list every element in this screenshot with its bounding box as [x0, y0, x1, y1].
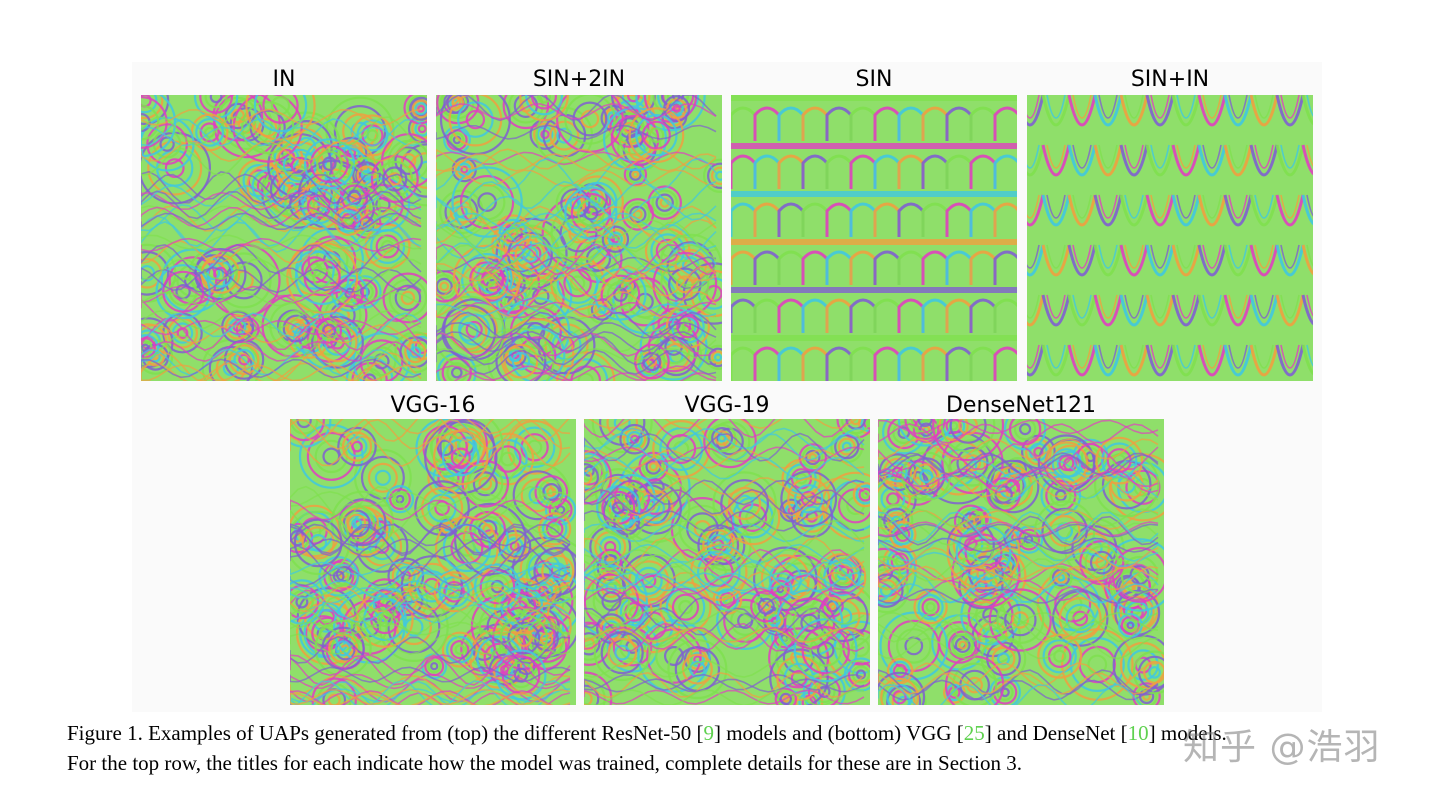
uap-image-sin-2in: [436, 95, 722, 381]
caption-text-1c: ] and DenseNet [: [984, 721, 1128, 745]
uap-image-vgg19: [584, 419, 870, 705]
uap-image-vgg16: [290, 419, 576, 705]
panel-title-sin-in: SIN+IN: [1130, 67, 1210, 92]
citation-link-9[interactable]: 9: [703, 721, 714, 745]
citation-link-10[interactable]: 10: [1127, 721, 1149, 745]
caption-text-1b: ] models and (bottom) VGG [: [713, 721, 964, 745]
caption-line-2: For the top row, the titles for each ind…: [67, 751, 1023, 775]
uap-image-densenet121: [878, 419, 1164, 705]
figure-caption: Figure 1. Examples of UAPs generated fro…: [67, 718, 1397, 778]
panel-title-vgg19: VGG-19: [684, 393, 770, 418]
watermark-text: 知乎 @浩羽: [1183, 727, 1381, 768]
caption-line-1: Figure 1. Examples of UAPs generated fro…: [67, 718, 1397, 748]
caption-text-1d: ] models.: [1148, 721, 1227, 745]
panel-title-sin-2in: SIN+2IN: [532, 67, 626, 92]
citation-link-25[interactable]: 25: [963, 721, 985, 745]
uap-image-sin-in: [1027, 95, 1313, 381]
uap-image-sin: [731, 95, 1017, 381]
caption-text-1a: Figure 1. Examples of UAPs generated fro…: [67, 721, 704, 745]
panel-title-sin: SIN: [855, 67, 893, 92]
uap-image-in: [141, 95, 427, 381]
panel-title-in: IN: [272, 67, 296, 92]
panel-title-densenet121: DenseNet121: [945, 393, 1097, 418]
panel-title-vgg16: VGG-16: [390, 393, 476, 418]
